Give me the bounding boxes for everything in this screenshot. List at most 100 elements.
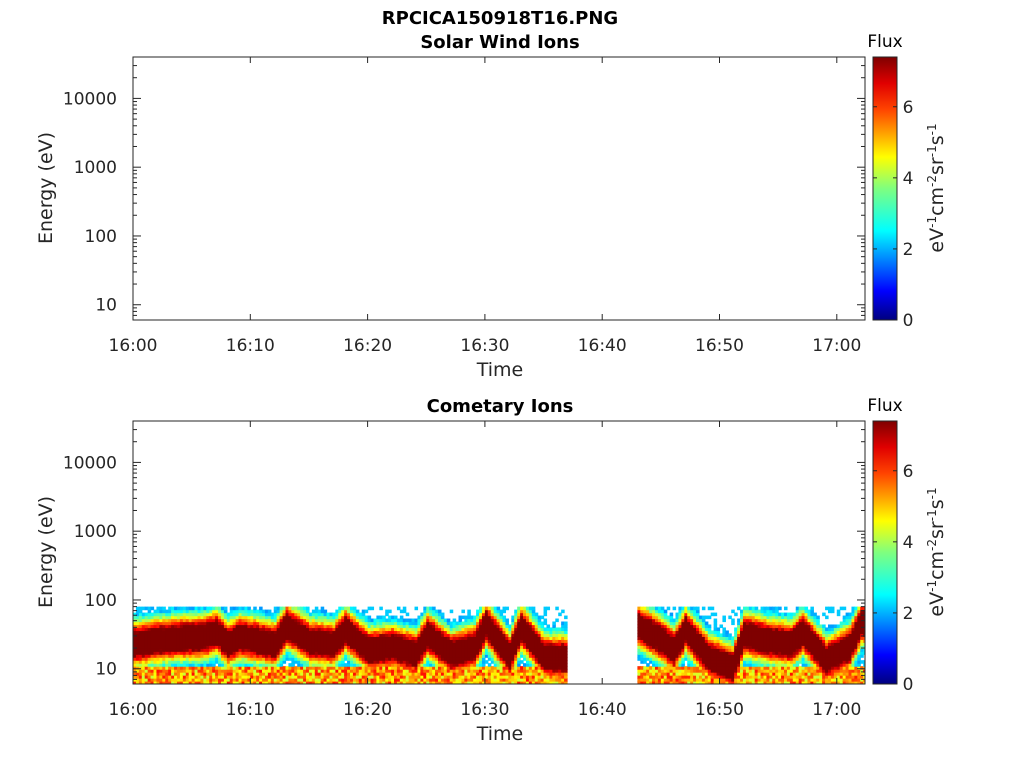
heatmap-cell: [734, 675, 738, 679]
heatmap-cell: [757, 645, 762, 649]
heatmap-cell: [417, 654, 421, 658]
heatmap-cell: [171, 669, 175, 673]
heatmap-cell: [399, 648, 404, 652]
heatmap-cell: [329, 630, 334, 635]
heatmap-cell: [150, 675, 155, 679]
heatmap-cell: [338, 651, 342, 655]
heatmap-cell: [449, 648, 454, 652]
heatmap-cell: [347, 642, 351, 646]
heatmap-cell: [766, 642, 770, 646]
heatmap-cell: [449, 672, 454, 676]
heatmap-cell: [376, 627, 380, 632]
heatmap-cell: [326, 657, 331, 661]
heatmap-cell: [226, 636, 231, 640]
heatmap-cell: [742, 621, 747, 626]
heatmap-cell: [379, 669, 383, 673]
heatmap-cell: [344, 633, 348, 637]
heatmap-cell: [350, 606, 354, 611]
heatmap-cell: [690, 666, 694, 670]
heatmap-cell: [133, 657, 137, 661]
heatmap-cell: [241, 630, 246, 635]
heatmap-cell: [520, 678, 524, 682]
heatmap-cell: [452, 627, 457, 632]
heatmap-cell: [226, 678, 231, 682]
heatmap-cell: [226, 660, 231, 664]
heatmap-cell: [238, 666, 243, 670]
heatmap-cell: [678, 642, 682, 646]
heatmap-cell: [687, 618, 691, 623]
heatmap-cell: [481, 642, 486, 646]
heatmap-cell: [314, 624, 319, 629]
heatmap-cell: [696, 654, 700, 658]
heatmap-cell: [446, 618, 451, 623]
heatmap-cell: [367, 633, 372, 637]
heatmap-cell: [748, 663, 753, 667]
heatmap-cell: [135, 642, 140, 646]
heatmap-cell: [209, 660, 213, 664]
heatmap-cell: [317, 633, 322, 637]
heatmap-cell: [306, 657, 310, 661]
heatmap-cell: [185, 669, 190, 673]
heatmap-cell: [525, 624, 530, 629]
heatmap-cell: [168, 639, 172, 643]
heatmap-cell: [191, 627, 196, 632]
heatmap-cell: [461, 633, 465, 637]
heatmap-cell: [223, 606, 228, 611]
heatmap-cell: [352, 642, 357, 646]
heatmap-cell: [429, 627, 433, 632]
heatmap-cell: [162, 606, 166, 611]
heatmap-cell: [382, 630, 386, 635]
heatmap-cell: [288, 624, 292, 629]
heatmap-cell: [525, 672, 530, 676]
heatmap-cell: [209, 630, 213, 635]
heatmap-cell: [449, 669, 454, 673]
heatmap-cell: [379, 666, 383, 670]
heatmap-cell: [684, 672, 688, 676]
heatmap-cell: [306, 639, 310, 643]
heatmap-cell: [757, 642, 762, 646]
heatmap-cell: [332, 633, 336, 637]
heatmap-cell: [646, 666, 650, 670]
heatmap-cell: [675, 663, 680, 667]
heatmap-cell: [487, 612, 492, 617]
heatmap-cell: [678, 615, 682, 620]
heatmap-cell: [238, 642, 243, 646]
heatmap-cell: [279, 645, 284, 649]
heatmap-cell: [493, 642, 498, 646]
heatmap-cell: [379, 621, 383, 626]
heatmap-cell: [528, 612, 533, 617]
heatmap-cell: [262, 669, 266, 673]
heatmap-cell: [355, 639, 360, 643]
heatmap-cell: [279, 648, 284, 652]
heatmap-cell: [206, 672, 210, 676]
heatmap-cell: [388, 669, 392, 673]
heatmap-cell: [698, 615, 703, 620]
heatmap-cell: [165, 654, 169, 658]
heatmap-cell: [223, 627, 228, 632]
heatmap-cell: [223, 654, 228, 658]
heatmap-cell: [247, 669, 251, 673]
heatmap-cell: [663, 621, 668, 626]
heatmap-cell: [520, 654, 524, 658]
heatmap-cell: [461, 681, 465, 684]
heatmap-cell: [737, 681, 741, 684]
heatmap-cell: [379, 675, 383, 679]
heatmap-cell: [405, 648, 410, 652]
heatmap-cell: [270, 636, 275, 640]
heatmap-cell: [323, 621, 328, 626]
heatmap-cell: [176, 651, 181, 655]
heatmap-cell: [543, 669, 548, 673]
heatmap-cell: [470, 654, 474, 658]
heatmap-cell: [666, 678, 671, 682]
heatmap-cell: [405, 636, 410, 640]
heatmap-cell: [306, 618, 310, 623]
heatmap-cell: [150, 624, 155, 629]
heatmap-cell: [279, 669, 284, 673]
heatmap-cell: [376, 633, 380, 637]
heatmap-cell: [731, 651, 735, 655]
heatmap-cell: [754, 642, 759, 646]
heatmap-cell: [188, 663, 193, 667]
heatmap-cell: [358, 654, 363, 658]
heatmap-cell: [182, 642, 187, 646]
heatmap-cell: [763, 633, 768, 637]
